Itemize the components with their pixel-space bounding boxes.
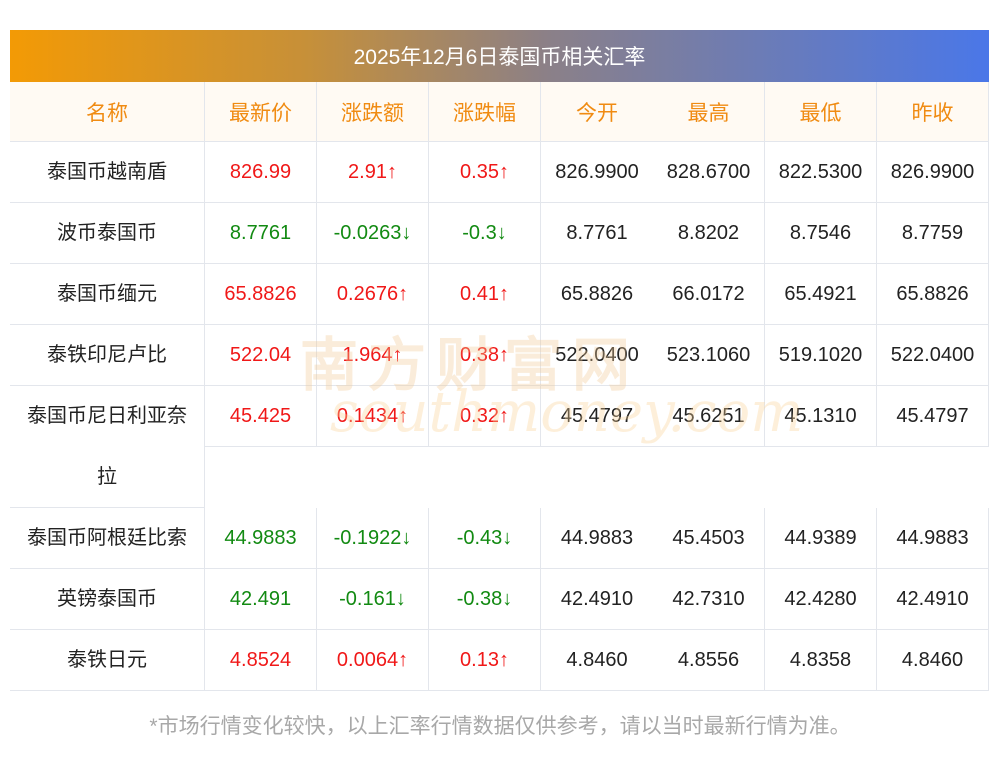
cell-price: 4.8524 <box>205 630 317 691</box>
cell-price: 42.491 <box>205 569 317 630</box>
currency-pair-name: 泰国币缅元 <box>10 264 205 325</box>
column-header-3: 涨跌幅 <box>429 82 541 142</box>
cell-open: 45.4797 <box>541 386 653 447</box>
cell-price: 522.04 <box>205 325 317 386</box>
page-title: 2025年12月6日泰国币相关汇率 <box>10 30 989 82</box>
cell-low: 4.8358 <box>765 630 877 691</box>
cell-open: 4.8460 <box>541 630 653 691</box>
cell-price: 65.8826 <box>205 264 317 325</box>
cell-pct: 0.13↑ <box>429 630 541 691</box>
cell-chg: 0.2676↑ <box>317 264 429 325</box>
currency-pair-name: 英镑泰国币 <box>10 569 205 630</box>
currency-pair-name: 波币泰国币 <box>10 203 205 264</box>
cell-low: 45.1310 <box>765 386 877 447</box>
cell-pct: 0.35↑ <box>429 142 541 203</box>
column-header-5: 最高 <box>653 82 765 142</box>
cell-open: 42.4910 <box>541 569 653 630</box>
cell-pct: 0.32↑ <box>429 386 541 447</box>
cell-high: 45.6251 <box>653 386 765 447</box>
cell-open: 65.8826 <box>541 264 653 325</box>
cell-price: 45.425 <box>205 386 317 447</box>
cell-chg: 0.1434↑ <box>317 386 429 447</box>
cell-price: 826.99 <box>205 142 317 203</box>
cell-pct: -0.3↓ <box>429 203 541 264</box>
cell-high: 828.6700 <box>653 142 765 203</box>
empty-wrap-row <box>205 447 989 508</box>
cell-high: 8.8202 <box>653 203 765 264</box>
cell-pct: -0.43↓ <box>429 508 541 569</box>
cell-price: 8.7761 <box>205 203 317 264</box>
cell-prev: 45.4797 <box>877 386 989 447</box>
currency-pair-name: 泰国币阿根廷比索 <box>10 508 205 569</box>
cell-low: 65.4921 <box>765 264 877 325</box>
cell-chg: 2.91↑ <box>317 142 429 203</box>
column-header-7: 昨收 <box>877 82 989 142</box>
cell-price: 44.9883 <box>205 508 317 569</box>
column-header-1: 最新价 <box>205 82 317 142</box>
currency-pair-name: 泰铁印尼卢比 <box>10 325 205 386</box>
cell-prev: 826.9900 <box>877 142 989 203</box>
footnote: *市场行情变化较快，以上汇率行情数据仅供参考，请以当时最新行情为准。 <box>149 715 851 738</box>
cell-prev: 8.7759 <box>877 203 989 264</box>
cell-open: 44.9883 <box>541 508 653 569</box>
cell-pct: 0.41↑ <box>429 264 541 325</box>
cell-high: 66.0172 <box>653 264 765 325</box>
cell-open: 8.7761 <box>541 203 653 264</box>
column-header-0: 名称 <box>10 82 205 142</box>
currency-pair-name: 泰国币尼日利亚奈拉 <box>10 386 205 508</box>
cell-chg: -0.1922↓ <box>317 508 429 569</box>
cell-low: 44.9389 <box>765 508 877 569</box>
cell-high: 4.8556 <box>653 630 765 691</box>
cell-low: 42.4280 <box>765 569 877 630</box>
exchange-rate-table: 名称 最新价 涨跌额 涨跌幅 今开 最高 最低 昨收泰国币越南盾 826.99 2.91↑ 0.35… <box>10 82 989 691</box>
cell-chg: 0.0064↑ <box>317 630 429 691</box>
column-header-4: 今开 <box>541 82 653 142</box>
column-header-6: 最低 <box>765 82 877 142</box>
cell-open: 826.9900 <box>541 142 653 203</box>
cell-high: 523.1060 <box>653 325 765 386</box>
cell-chg: -0.161↓ <box>317 569 429 630</box>
cell-low: 8.7546 <box>765 203 877 264</box>
cell-low: 822.5300 <box>765 142 877 203</box>
currency-pair-name: 泰铁日元 <box>10 630 205 691</box>
currency-pair-name: 泰国币越南盾 <box>10 142 205 203</box>
cell-pct: 0.38↑ <box>429 325 541 386</box>
cell-open: 522.0400 <box>541 325 653 386</box>
cell-chg: 1.964↑ <box>317 325 429 386</box>
cell-prev: 4.8460 <box>877 630 989 691</box>
cell-pct: -0.38↓ <box>429 569 541 630</box>
cell-low: 519.1020 <box>765 325 877 386</box>
cell-prev: 522.0400 <box>877 325 989 386</box>
cell-prev: 65.8826 <box>877 264 989 325</box>
cell-high: 45.4503 <box>653 508 765 569</box>
column-header-2: 涨跌额 <box>317 82 429 142</box>
cell-prev: 42.4910 <box>877 569 989 630</box>
cell-high: 42.7310 <box>653 569 765 630</box>
cell-prev: 44.9883 <box>877 508 989 569</box>
cell-chg: -0.0263↓ <box>317 203 429 264</box>
